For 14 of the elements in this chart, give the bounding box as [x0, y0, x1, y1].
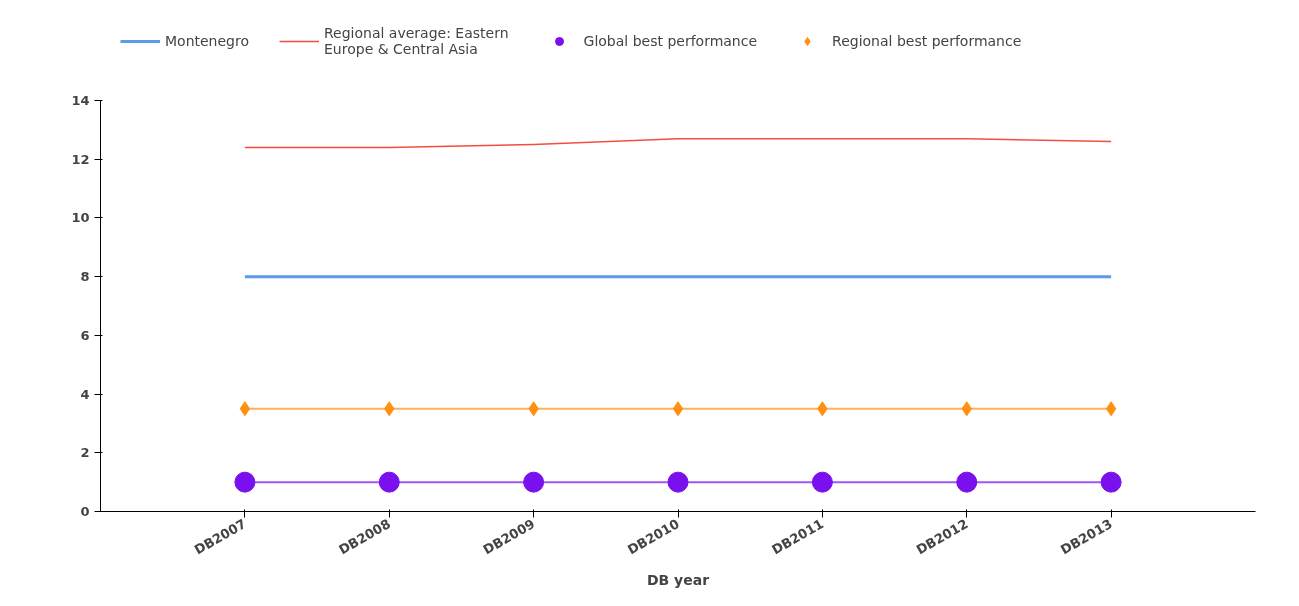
y-tick-label: 4	[80, 386, 90, 402]
legend-label: Montenegro	[165, 33, 250, 49]
y-tick-label: 8	[80, 269, 90, 285]
legend-label: Regional best performance	[832, 33, 1022, 49]
y-tick-label: 2	[80, 445, 90, 461]
y-tick-label: 0	[80, 504, 90, 519]
y-tick-label: 10	[71, 210, 90, 226]
line-series	[244, 137, 1112, 149]
y-tick-label: 6	[80, 327, 90, 343]
y-tick-label: 12	[71, 151, 90, 167]
legend-label: Global best performance	[583, 33, 758, 49]
y-tick-label: 14	[71, 93, 90, 108]
legend-label: Regional average: Eastern Europe & Central Asia	[324, 25, 509, 57]
x-axis-title: DB year	[646, 571, 710, 588]
